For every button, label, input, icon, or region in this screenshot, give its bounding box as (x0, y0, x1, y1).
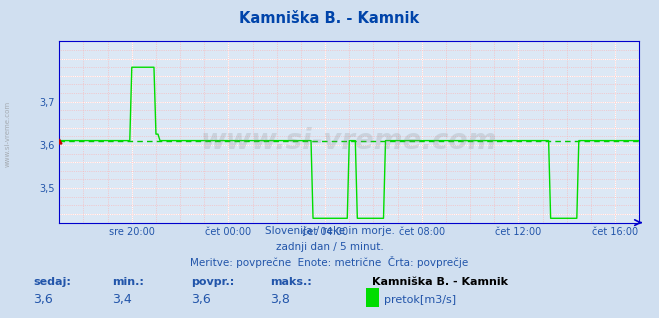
Text: 3,4: 3,4 (112, 293, 132, 306)
Text: Kamniška B. - Kamnik: Kamniška B. - Kamnik (372, 277, 508, 287)
Text: min.:: min.: (112, 277, 144, 287)
Text: www.si-vreme.com: www.si-vreme.com (5, 100, 11, 167)
Text: Slovenija / reke in morje.: Slovenija / reke in morje. (264, 226, 395, 236)
Text: Kamniška B. - Kamnik: Kamniška B. - Kamnik (239, 11, 420, 26)
Text: 3,8: 3,8 (270, 293, 290, 306)
Text: povpr.:: povpr.: (191, 277, 235, 287)
Text: zadnji dan / 5 minut.: zadnji dan / 5 minut. (275, 242, 384, 252)
Text: Meritve: povprečne  Enote: metrične  Črta: povprečje: Meritve: povprečne Enote: metrične Črta:… (190, 256, 469, 267)
Text: 3,6: 3,6 (33, 293, 53, 306)
Text: sedaj:: sedaj: (33, 277, 71, 287)
Text: maks.:: maks.: (270, 277, 312, 287)
Text: www.si-vreme.com: www.si-vreme.com (201, 127, 498, 155)
Text: 3,6: 3,6 (191, 293, 211, 306)
Text: pretok[m3/s]: pretok[m3/s] (384, 295, 455, 305)
